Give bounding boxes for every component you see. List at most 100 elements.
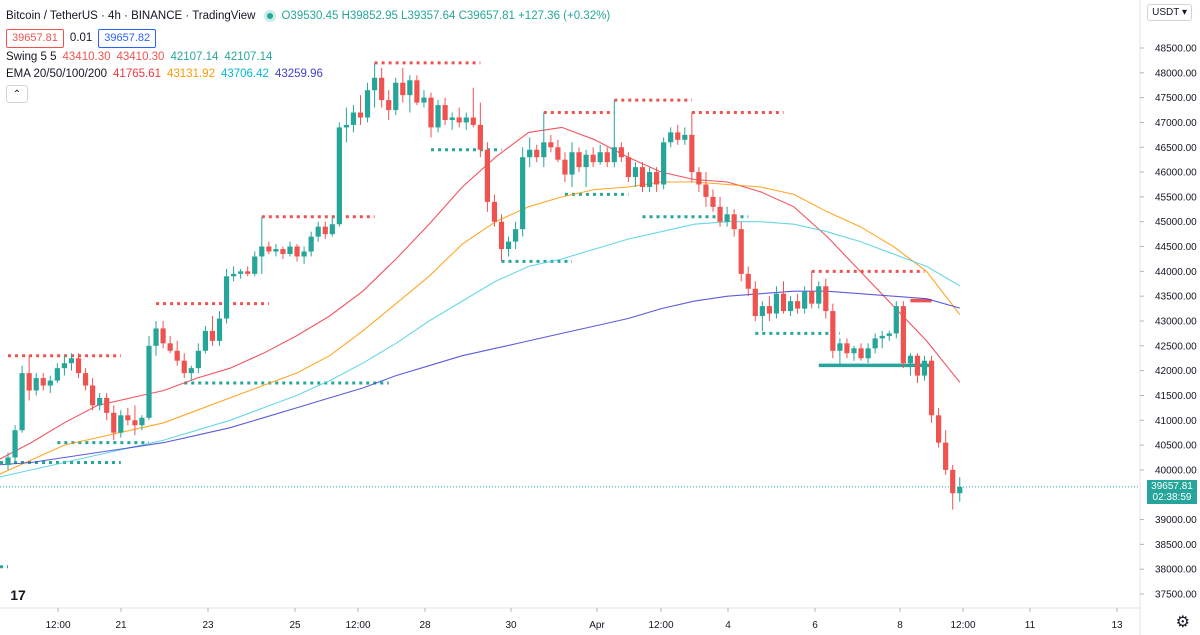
candle[interactable] — [780, 281, 787, 314]
candle[interactable] — [654, 167, 660, 192]
indicator-swing[interactable]: Swing 5 5 43410.30 43410.30 42107.14 421… — [6, 49, 610, 66]
candle[interactable] — [75, 353, 82, 379]
candle[interactable] — [26, 355, 32, 401]
candle[interactable] — [477, 102, 483, 158]
candle[interactable] — [209, 316, 216, 346]
candle[interactable] — [513, 221, 519, 250]
candle[interactable] — [900, 301, 906, 369]
candle[interactable] — [350, 105, 357, 133]
candle[interactable] — [379, 67, 385, 108]
candle[interactable] — [343, 107, 349, 143]
candle[interactable] — [216, 311, 223, 346]
candle[interactable] — [731, 209, 737, 237]
candle[interactable] — [160, 321, 166, 349]
buy-price-box[interactable]: 39657.82 — [98, 28, 157, 48]
indicator-ema[interactable]: EMA 20/50/100/200 41765.61 43131.92 4370… — [6, 66, 610, 83]
candle[interactable] — [527, 137, 533, 168]
candle[interactable] — [505, 236, 512, 257]
candle[interactable] — [957, 477, 963, 502]
candle[interactable] — [759, 301, 765, 331]
candle[interactable] — [795, 293, 801, 314]
candle[interactable] — [238, 268, 244, 279]
candle[interactable] — [231, 266, 237, 282]
candle[interactable] — [555, 139, 561, 163]
candle[interactable] — [943, 430, 949, 475]
candle[interactable] — [252, 251, 258, 277]
gear-icon[interactable]: ⚙ — [1175, 614, 1190, 631]
candle[interactable] — [12, 425, 18, 463]
candle[interactable] — [202, 325, 208, 354]
candle[interactable] — [435, 100, 441, 133]
candle[interactable] — [936, 407, 942, 448]
tradingview-logo[interactable]: 17 — [10, 587, 26, 603]
candle[interactable] — [668, 127, 674, 148]
candle[interactable] — [738, 221, 744, 282]
candle[interactable] — [428, 92, 434, 138]
candle[interactable] — [802, 286, 808, 314]
candles[interactable] — [5, 62, 963, 510]
candle[interactable] — [632, 162, 639, 187]
candle[interactable] — [421, 90, 427, 108]
candle[interactable] — [816, 281, 822, 309]
candle[interactable] — [125, 407, 131, 426]
candle[interactable] — [886, 330, 892, 341]
candle[interactable] — [766, 296, 772, 321]
candle[interactable] — [266, 241, 272, 254]
candle[interactable] — [583, 149, 589, 187]
candle[interactable] — [491, 194, 498, 227]
candle[interactable] — [167, 335, 173, 354]
candle[interactable] — [950, 464, 956, 510]
candle[interactable] — [287, 241, 293, 257]
candle[interactable] — [223, 268, 230, 324]
candle[interactable] — [484, 142, 490, 212]
candle[interactable] — [703, 172, 709, 207]
candle[interactable] — [386, 90, 392, 120]
candle[interactable] — [590, 147, 596, 168]
candle[interactable] — [19, 365, 25, 433]
candle[interactable] — [90, 378, 96, 411]
candle[interactable] — [639, 162, 646, 192]
candle[interactable] — [858, 343, 864, 361]
candle[interactable] — [562, 152, 568, 183]
candle[interactable] — [548, 134, 554, 153]
candle[interactable] — [710, 189, 716, 212]
candle[interactable] — [851, 345, 857, 361]
candle[interactable] — [139, 415, 145, 431]
candle[interactable] — [597, 144, 603, 165]
candle[interactable] — [498, 214, 505, 262]
candle[interactable] — [914, 353, 921, 384]
candle[interactable] — [442, 97, 448, 125]
candle[interactable] — [752, 281, 758, 321]
candle[interactable] — [118, 410, 124, 438]
candle[interactable] — [809, 271, 815, 309]
candle[interactable] — [195, 343, 201, 374]
candle[interactable] — [879, 330, 885, 349]
candle[interactable] — [308, 231, 314, 257]
candle[interactable] — [301, 246, 307, 264]
candle[interactable] — [449, 112, 455, 130]
candle[interactable] — [188, 365, 194, 381]
candle[interactable] — [830, 303, 836, 359]
symbol-title[interactable]: Bitcoin / TetherUS · 4h · BINANCE · Trad… — [6, 9, 256, 22]
candle[interactable] — [689, 112, 695, 183]
candle[interactable] — [414, 75, 420, 106]
candle[interactable] — [393, 77, 399, 116]
candle[interactable] — [787, 296, 794, 317]
time-axis[interactable]: 12:00 21 23 25 12:00 28 30 Apr 12:00 4 6 8 12:00 11 13 — [45, 608, 1123, 631]
candle[interactable] — [47, 375, 53, 393]
candle[interactable] — [865, 343, 871, 364]
candle[interactable] — [773, 286, 780, 319]
candle[interactable] — [696, 167, 702, 192]
candle[interactable] — [111, 405, 117, 441]
candle[interactable] — [407, 75, 413, 113]
collapse-legend-button[interactable]: ⌃ — [6, 85, 28, 103]
candle[interactable] — [280, 246, 286, 259]
candle[interactable] — [569, 142, 575, 187]
candle[interactable] — [893, 301, 899, 339]
candle[interactable] — [336, 122, 342, 227]
candle[interactable] — [33, 373, 39, 396]
candle[interactable] — [837, 338, 843, 366]
candle[interactable] — [646, 167, 653, 192]
candle[interactable] — [541, 112, 547, 168]
candle[interactable] — [463, 112, 469, 130]
